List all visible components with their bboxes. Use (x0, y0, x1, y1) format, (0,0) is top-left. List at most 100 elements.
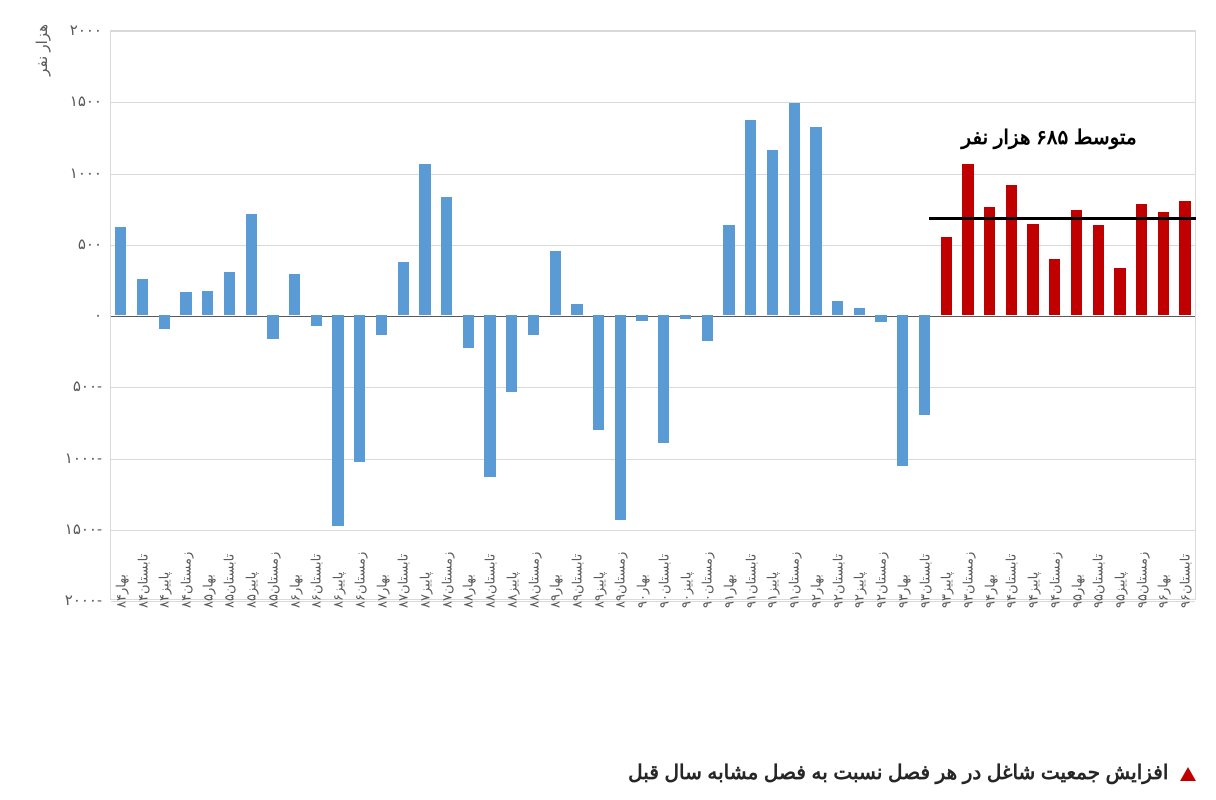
average-label: متوسط ۶۸۵ هزار نفر (961, 125, 1136, 150)
x-tick-label: تابستان۸۹ (569, 554, 584, 608)
x-tick-label: بهار۹۳ (895, 574, 910, 608)
bar (311, 315, 322, 326)
x-tick-label: زمستان۹۴ (1047, 552, 1062, 608)
bar (289, 274, 300, 315)
bar (810, 127, 821, 315)
bar (658, 315, 669, 443)
y-tick-label: ۵۰۰ (78, 235, 102, 253)
y-tick-label: ۲۰۰۰ (70, 21, 102, 39)
bar (267, 315, 278, 339)
x-tick-label: تابستان۹۳ (917, 554, 932, 608)
bar (506, 315, 517, 392)
bar (962, 164, 973, 315)
bar (702, 315, 713, 341)
x-tick-label: زمستان۸۵ (265, 552, 280, 608)
x-tick-label: تابستان۸۴ (135, 554, 150, 608)
bar (137, 279, 148, 315)
bar (1006, 185, 1017, 315)
x-tick-label: بهار۸۹ (548, 574, 563, 608)
x-tick-label: پاییز۹۲ (852, 572, 867, 608)
bar (1071, 210, 1082, 315)
bar (484, 315, 495, 477)
x-tick-label: تابستان۹۶ (1178, 554, 1193, 608)
x-tick-label: تابستان۹۲ (830, 554, 845, 608)
x-tick-label: تابستان۹۱ (743, 554, 758, 608)
x-tick-label: پاییز۹۴ (1026, 572, 1041, 608)
x-tick-label: تابستان۸۷ (396, 554, 411, 608)
bar (941, 237, 952, 315)
gridline (111, 102, 1195, 103)
gridline (111, 530, 1195, 531)
x-tick-label: پاییز۹۳ (939, 572, 954, 608)
gridline (111, 459, 1195, 460)
bar (1027, 224, 1038, 315)
x-tick-label: زمستان۸۴ (179, 552, 194, 608)
x-tick-label: بهار۸۴ (113, 574, 128, 608)
bar (202, 291, 213, 315)
bar (636, 315, 647, 321)
x-tick-label: زمستان۹۲ (874, 552, 889, 608)
bar (1093, 225, 1104, 315)
gridline (111, 174, 1195, 175)
x-tick-label: تابستان۸۵ (222, 554, 237, 608)
y-tick-label: ۰ (94, 306, 102, 324)
triangle-icon (1180, 767, 1196, 781)
bar (680, 315, 691, 319)
bar (550, 251, 561, 315)
bar (398, 262, 409, 315)
bar (1136, 204, 1147, 315)
x-tick-label: پاییز۸۹ (591, 572, 606, 608)
x-tick-label: زمستان۸۷ (439, 552, 454, 608)
bar (1049, 259, 1060, 315)
x-tick-label: زمستان۹۳ (960, 552, 975, 608)
y-tick-label: -۱۵۰۰ (65, 520, 102, 538)
x-tick-label: بهار۹۵ (1069, 574, 1084, 608)
x-tick-label: زمستان۸۸ (526, 552, 541, 608)
bar (354, 315, 365, 462)
x-tick-label: بهار۸۶ (287, 574, 302, 608)
bar (115, 227, 126, 315)
gridline (111, 387, 1195, 388)
bar (224, 272, 235, 315)
y-axis-title: هزار نفر (34, 24, 52, 76)
y-tick-label: -۵۰۰ (73, 377, 102, 395)
bar (984, 207, 995, 315)
bar (1158, 212, 1169, 315)
x-tick-label: زمستان۹۰ (700, 552, 715, 608)
y-tick-label: -۱۰۰۰ (65, 449, 102, 467)
x-tick-label: بهار۹۶ (1156, 574, 1171, 608)
x-tick-label: تابستان۹۴ (1004, 554, 1019, 608)
x-tick-label: بهار۸۷ (374, 574, 389, 608)
bar (246, 214, 257, 315)
x-tick-label: پاییز۸۸ (504, 572, 519, 608)
bar (789, 103, 800, 315)
x-tick-label: تابستان۸۸ (483, 554, 498, 608)
x-tick-label: زمستان۹۱ (787, 552, 802, 608)
x-tick-label: تابستان۸۶ (309, 554, 324, 608)
x-tick-label: بهار۸۸ (461, 574, 476, 608)
bar (745, 120, 756, 315)
y-tick-label: -۲۰۰۰ (65, 591, 102, 609)
bar (919, 315, 930, 415)
bar (593, 315, 604, 430)
bar (897, 315, 908, 466)
bar (419, 164, 430, 315)
x-tick-label: پاییز۸۶ (331, 572, 346, 608)
bar (571, 304, 582, 315)
bar (159, 315, 170, 329)
x-tick-label: زمستان۸۹ (613, 552, 628, 608)
x-tick-label: پاییز۸۴ (157, 572, 172, 608)
bar (723, 225, 734, 315)
x-tick-label: پاییز۸۷ (417, 572, 432, 608)
x-tick-label: زمستان۹۵ (1134, 552, 1149, 608)
x-tick-label: بهار۹۴ (982, 574, 997, 608)
caption-text: افزایش جمعیت شاغل در هر فصل نسبت به فصل … (628, 762, 1168, 784)
y-tick-label: ۱۵۰۰ (70, 92, 102, 110)
bar (376, 315, 387, 335)
bar (463, 315, 474, 348)
x-tick-label: بهار۹۲ (808, 574, 823, 608)
x-tick-label: بهار۹۰ (635, 574, 650, 608)
chart-container: هزار نفر متوسط ۶۸۵ هزار نفر افزایش جمعیت… (0, 0, 1216, 800)
bar (615, 315, 626, 520)
bar (875, 315, 886, 322)
